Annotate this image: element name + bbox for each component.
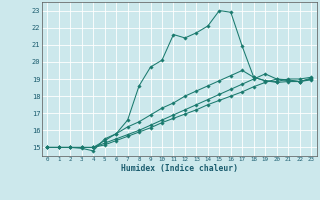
X-axis label: Humidex (Indice chaleur): Humidex (Indice chaleur) xyxy=(121,164,238,173)
